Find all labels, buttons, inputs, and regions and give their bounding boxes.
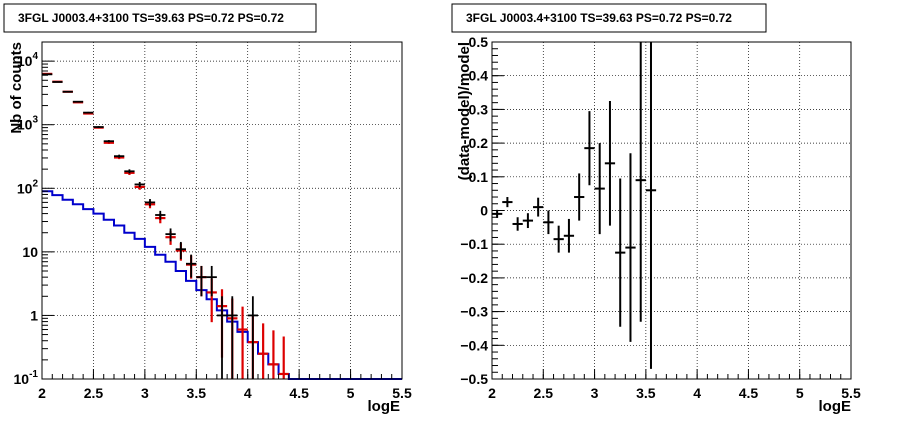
right-x-tick-label: 4 (693, 385, 701, 401)
left-panel: 2 2.5 3 3.5 4 4.5 5 5.5 10-1 1 10 102 103 104 3FGL J0… (3, 3, 412, 415)
right-x-tick-label: 5.5 (841, 385, 861, 401)
right-y-tick-label: −0.5 (460, 371, 488, 387)
right-title-box (451, 3, 767, 33)
right-y-tick-label: 0.1 (469, 169, 489, 185)
left-plot-frame (41, 41, 403, 380)
data-points (42, 73, 258, 379)
left-title-box (3, 3, 317, 33)
left-x-tick-label: 4.5 (289, 385, 309, 401)
right-x-tick-label: 4.5 (739, 385, 759, 401)
left-y-axis-label: Nb of counts (8, 42, 25, 134)
right-y-axis-label: (data-model)/model (456, 42, 473, 180)
left-y-tick-label: 10 (22, 244, 38, 260)
right-x-tick-label: 2.5 (534, 385, 554, 401)
left-x-tick-label: 3.5 (187, 385, 207, 401)
right-axis-ticks: 2 2.5 3 3.5 4 4.5 5 5.5 −0.5 −0.4 −0.3 −0.2 −0.1 0 0.1… (460, 34, 861, 401)
right-title: 3FGL J0003.4+3100 TS=39.63 PS=0.72 PS=0.… (466, 11, 732, 25)
left-x-tick-label: 5.5 (392, 385, 412, 401)
left-gridlines (42, 42, 402, 379)
right-panel: 2 2.5 3 3.5 4 4.5 5 5.5 −0.5 −0.4 −0.3 −0.2 −0.1 0 0.1… (451, 3, 861, 415)
right-plot-frame (491, 41, 852, 380)
left-x-tick-label: 3 (141, 385, 149, 401)
left-y-tick-label: 102 (17, 178, 39, 196)
right-x-tick-label: 5 (796, 385, 804, 401)
left-x-tick-label: 2 (38, 385, 46, 401)
right-y-tick-label: 0 (480, 203, 488, 219)
left-x-axis-label: logE (368, 398, 401, 415)
model-points (42, 72, 289, 379)
right-y-tick-label: 0.5 (469, 34, 489, 50)
left-title: 3FGL J0003.4+3100 TS=39.63 PS=0.72 PS=0.… (18, 11, 284, 25)
right-y-tick-label: −0.2 (460, 270, 488, 286)
left-axis-ticks: 2 2.5 3 3.5 4 4.5 5 5.5 10-1 1 10 102 103 104 (14, 51, 412, 401)
left-x-tick-label: 2.5 (84, 385, 104, 401)
right-x-tick-label: 3.5 (636, 385, 656, 401)
right-gridlines (492, 42, 851, 379)
left-x-tick-label: 4 (244, 385, 252, 401)
left-y-tick-label: 104 (17, 51, 39, 69)
left-y-tick-label: 103 (17, 115, 39, 133)
right-y-tick-label: 0.2 (469, 135, 489, 151)
right-y-tick-label: 0.4 (469, 68, 489, 84)
right-y-tick-label: −0.4 (460, 337, 488, 353)
right-y-tick-label: −0.3 (460, 304, 488, 320)
left-y-tick-label: 10-1 (14, 369, 39, 387)
right-x-axis-label: logE (819, 398, 852, 415)
right-y-tick-label: −0.1 (460, 236, 488, 252)
right-x-tick-label: 2 (488, 385, 496, 401)
right-y-tick-label: 0.3 (469, 101, 489, 117)
right-x-tick-label: 3 (591, 385, 599, 401)
residual-points (492, 42, 657, 369)
left-x-tick-label: 5 (347, 385, 355, 401)
left-y-tick-label: 1 (30, 307, 38, 323)
